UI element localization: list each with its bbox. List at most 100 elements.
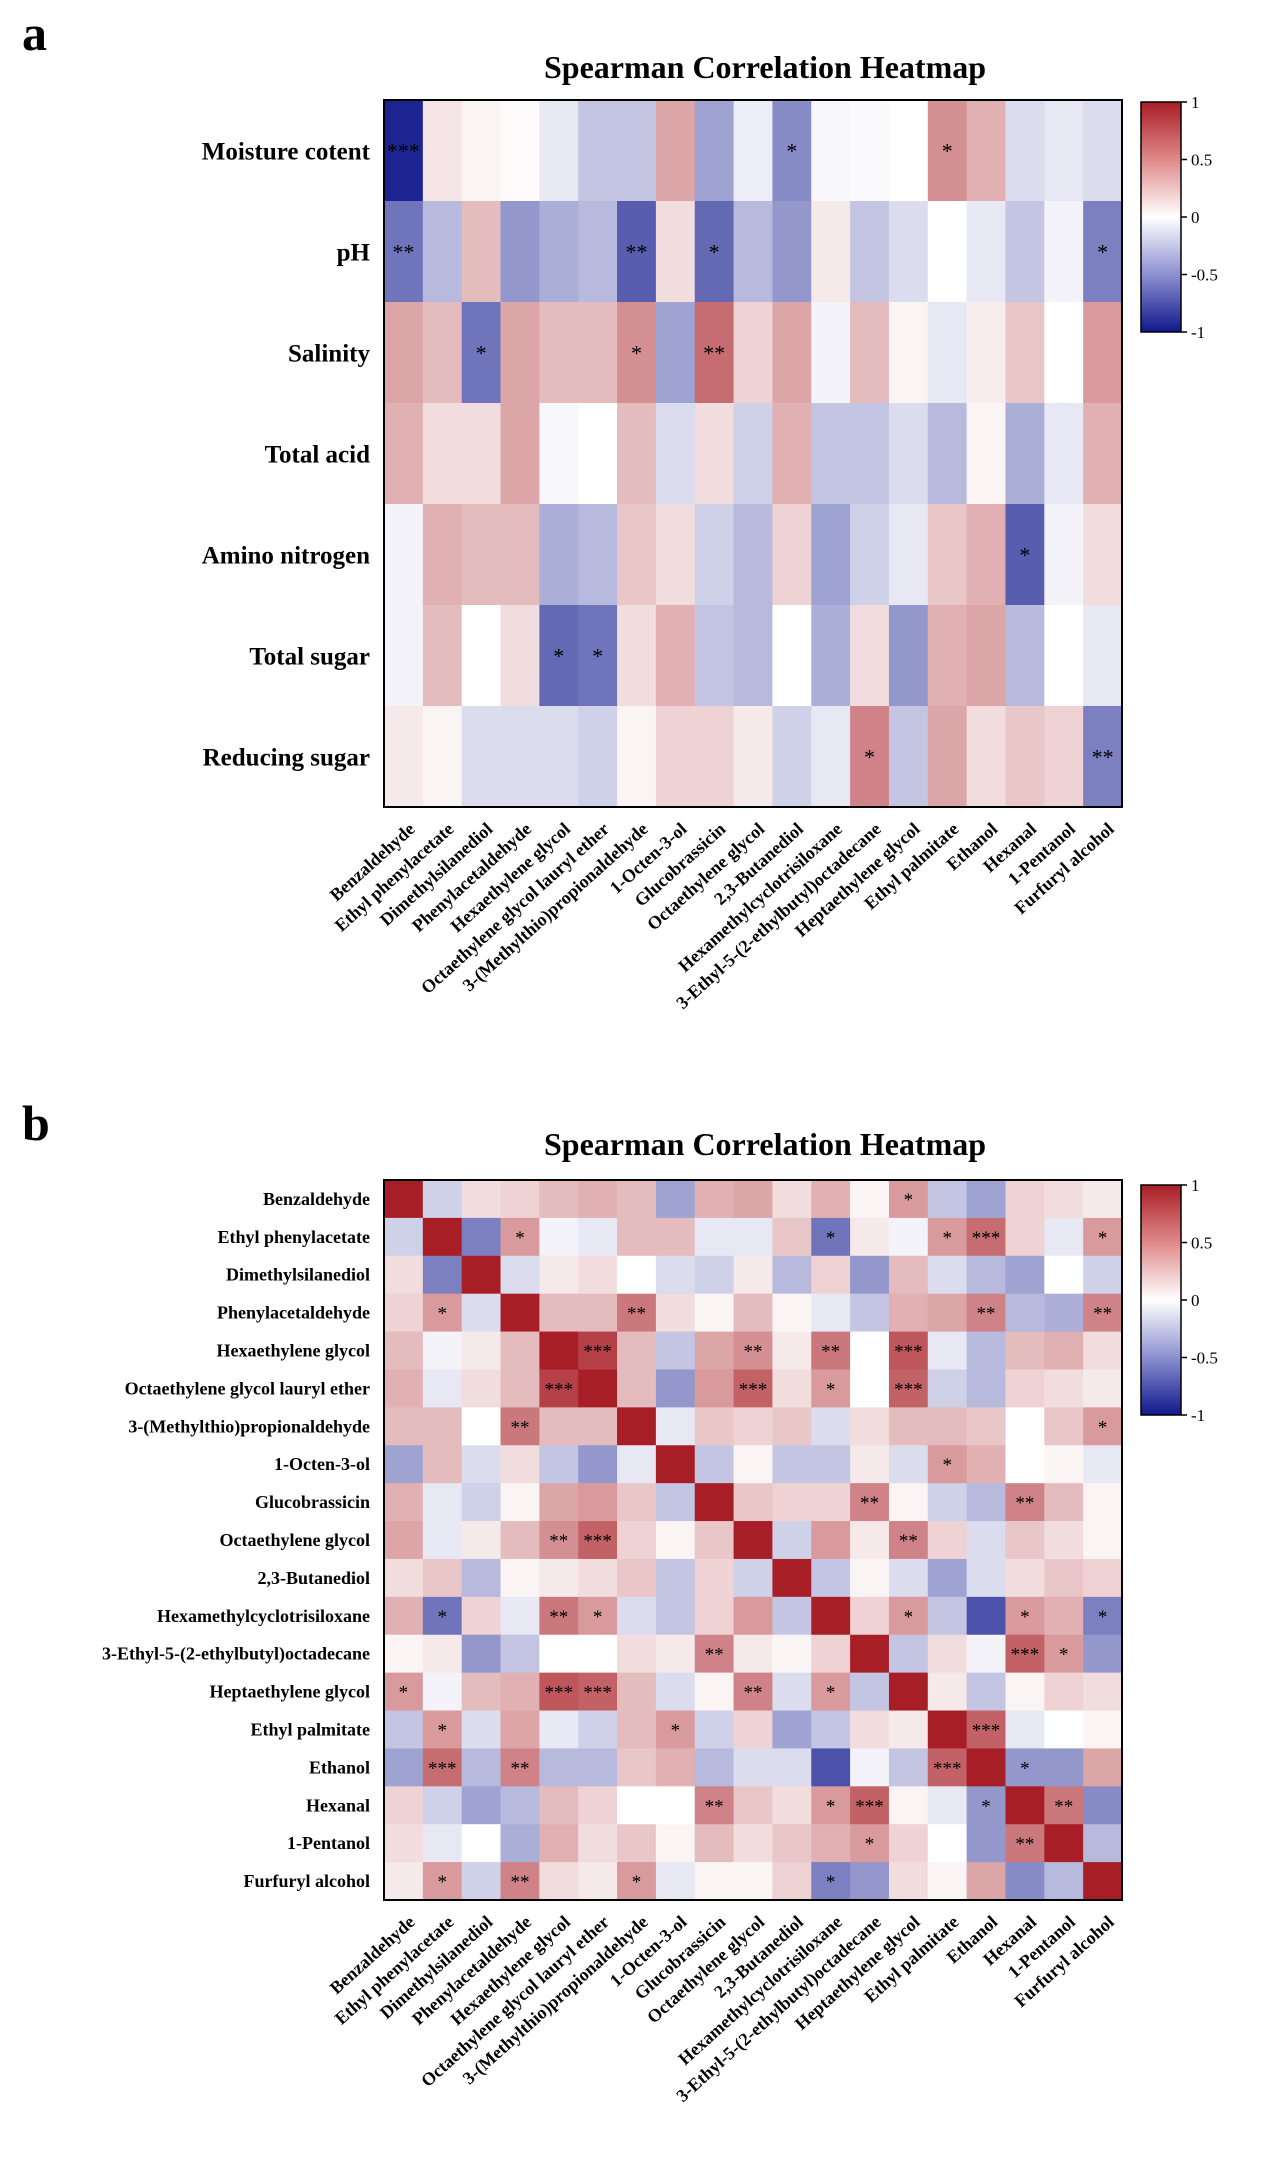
a-cell-r0-c0 [384, 100, 424, 202]
b-cell-r8-c12 [850, 1483, 890, 1522]
b-significance-mark: * [1020, 1758, 1030, 1779]
b-cell-r12-c15 [966, 1634, 1007, 1674]
a-cell-r3-c17 [1044, 403, 1084, 505]
b-cell-r9-c8 [694, 1521, 735, 1560]
b-cell-r15-c16 [1005, 1748, 1045, 1787]
b-significance-mark: * [593, 1607, 603, 1628]
b-cell-r1-c5 [578, 1217, 618, 1257]
b-cell-r2-c12 [850, 1255, 890, 1295]
b-cell-r18-c17 [1044, 1862, 1084, 1901]
b-cell-r7-c10 [772, 1445, 812, 1484]
b-cell-r5-c9 [733, 1369, 774, 1408]
a-cell-r4-c5 [578, 504, 618, 606]
a-cell-r2-c17 [1044, 302, 1084, 404]
a-cell-r4-c1 [422, 504, 463, 606]
panel-a-title: Spearman Correlation Heatmap [544, 49, 986, 85]
b-cell-r18-c13 [888, 1862, 929, 1901]
a-cell-r1-c4 [539, 201, 579, 303]
b-cell-r11-c18 [1083, 1596, 1123, 1636]
b-significance-mark: ** [510, 1417, 529, 1438]
b-cell-r14-c1 [422, 1710, 463, 1750]
b-significance-mark: * [1098, 1417, 1108, 1438]
b-cell-r0-c14 [927, 1180, 968, 1219]
b-cell-r12-c2 [461, 1634, 502, 1674]
a-cell-r2-c10 [772, 302, 812, 404]
b-cell-r6-c14 [927, 1407, 968, 1446]
b-significance-mark: * [438, 1872, 448, 1893]
a-cell-r6-c18 [1083, 706, 1123, 808]
b-cell-r8-c0 [384, 1483, 424, 1522]
b-cell-r15-c14 [927, 1748, 968, 1787]
b-cell-r2-c4 [539, 1255, 579, 1295]
a-cell-r0-c7 [655, 100, 696, 202]
b-cell-r10-c13 [888, 1558, 929, 1598]
a-cell-r6-c5 [578, 706, 618, 808]
a-cell-r2-c8 [694, 302, 735, 404]
b-cell-r4-c15 [966, 1331, 1007, 1371]
b-colorbar-tick-label: -1 [1191, 1406, 1205, 1425]
a-cell-r2-c16 [1005, 302, 1045, 404]
b-cell-r17-c12 [850, 1824, 890, 1863]
b-cell-r17-c16 [1005, 1824, 1045, 1863]
b-cell-r18-c11 [811, 1862, 851, 1901]
b-cell-r16-c6 [617, 1786, 657, 1825]
b-cell-r10-c12 [850, 1558, 890, 1598]
b-cell-r12-c14 [927, 1634, 968, 1674]
a-significance-mark: ** [392, 240, 414, 265]
b-cell-r4-c16 [1005, 1331, 1045, 1371]
b-cell-r16-c8 [694, 1786, 735, 1825]
b-cell-r8-c17 [1044, 1483, 1084, 1522]
b-cell-r7-c8 [694, 1445, 735, 1484]
b-significance-mark: * [1020, 1607, 1030, 1628]
a-cell-r2-c18 [1083, 302, 1123, 404]
a-significance-mark: ** [703, 341, 725, 366]
b-cell-r16-c3 [500, 1786, 540, 1825]
b-colorbar-tick-label: -0.5 [1191, 1349, 1218, 1368]
b-cell-r0-c0 [384, 1180, 424, 1219]
b-cell-r3-c18 [1083, 1293, 1123, 1333]
b-cell-r12-c18 [1083, 1634, 1123, 1674]
b-colorbar-tick-label: 0.5 [1191, 1234, 1212, 1253]
b-cell-r9-c1 [422, 1521, 463, 1560]
b-cell-r17-c7 [655, 1824, 696, 1863]
b-cell-r14-c3 [500, 1710, 540, 1750]
b-cell-r5-c12 [850, 1369, 890, 1408]
b-cell-r17-c2 [461, 1824, 502, 1863]
b-cell-r7-c9 [733, 1445, 774, 1484]
b-row-label: Benzaldehyde [263, 1189, 370, 1209]
b-cell-r8-c15 [966, 1483, 1007, 1522]
b-cell-r15-c6 [617, 1748, 657, 1787]
a-significance-mark: * [786, 139, 797, 164]
b-cell-r16-c14 [927, 1786, 968, 1825]
b-cell-r17-c9 [733, 1824, 774, 1863]
b-cell-r11-c5 [578, 1596, 618, 1636]
b-significance-mark: ** [899, 1531, 918, 1552]
b-row-label: Hexaethylene glycol [217, 1341, 370, 1361]
b-cell-r8-c7 [655, 1483, 696, 1522]
b-cell-r6-c10 [772, 1407, 812, 1446]
b-cell-r15-c10 [772, 1748, 812, 1787]
b-cell-r14-c5 [578, 1710, 618, 1750]
b-significance-mark: ** [705, 1645, 724, 1666]
panel-a-frame [383, 99, 1123, 808]
b-significance-mark: ** [549, 1607, 568, 1628]
b-cell-r14-c16 [1005, 1710, 1045, 1750]
b-cell-r5-c6 [617, 1369, 657, 1408]
b-row-label: 3-Ethyl-5-(2-ethylbutyl)octadecane [102, 1644, 370, 1665]
b-row-label: 1-Octen-3-ol [274, 1454, 370, 1474]
a-cell-r0-c6 [617, 100, 657, 202]
b-cell-r12-c9 [733, 1634, 774, 1674]
a-cell-r5-c3 [500, 605, 540, 707]
a-significance-mark: * [709, 240, 720, 265]
b-cell-r18-c14 [927, 1862, 968, 1901]
a-cell-r3-c3 [500, 403, 540, 505]
a-significance-mark: * [592, 644, 603, 669]
b-cell-r9-c4 [539, 1521, 579, 1560]
b-significance-mark: * [904, 1190, 914, 1211]
b-cell-r11-c16 [1005, 1596, 1045, 1636]
b-cell-r0-c9 [733, 1180, 774, 1219]
b-cell-r0-c11 [811, 1180, 851, 1219]
a-cell-r3-c14 [927, 403, 968, 505]
b-cell-r14-c14 [927, 1710, 968, 1750]
a-cell-r4-c10 [772, 504, 812, 606]
